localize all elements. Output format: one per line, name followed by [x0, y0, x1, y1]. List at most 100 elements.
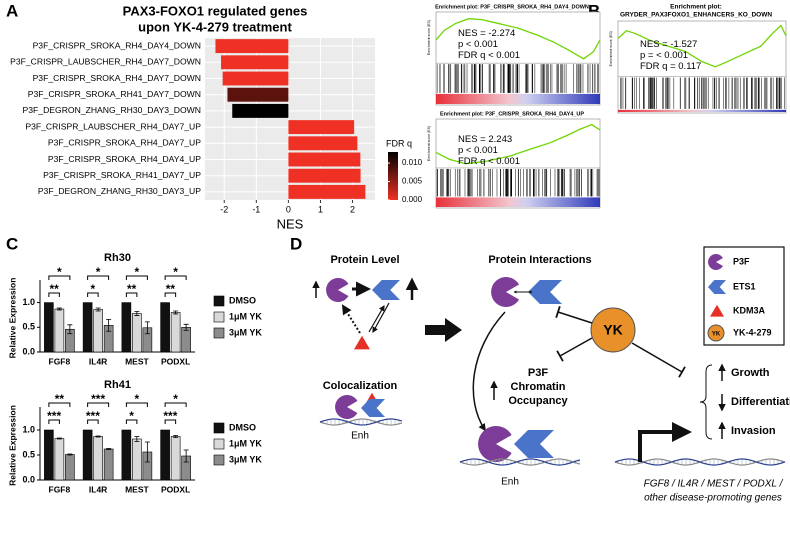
significance-bracket	[125, 419, 138, 424]
y-tick-label: P3F_DEGRON_ZHANG_RH30_DAY3_UP	[38, 186, 201, 196]
x-tick-label: PODXL	[161, 356, 190, 366]
legend-swatch	[213, 438, 225, 450]
bar	[93, 436, 103, 481]
inhibition	[631, 342, 683, 373]
diagram-label: Occupancy	[508, 395, 568, 407]
x-tick-label: MEST	[125, 484, 149, 494]
plot-title: Enrichment plot: P3F_CRISPR_SROKA_RH4_DA…	[440, 111, 584, 117]
significance-bracket	[48, 402, 71, 407]
hit-barcode	[620, 77, 785, 109]
significance-label: *	[57, 265, 62, 279]
y-tick-label: 0.5	[22, 322, 35, 332]
x-tick-label: -2	[220, 204, 228, 214]
legend-swatch	[213, 295, 225, 307]
stat-text: p < 0.001	[458, 39, 498, 50]
dna-strand	[319, 418, 403, 426]
dna-strand	[614, 458, 786, 466]
bar	[82, 302, 93, 353]
y-tick-label: P3F_CRISPR_LAUBSCHER_RH4_DAY7_DOWN	[10, 57, 201, 67]
x-tick-label: 2	[350, 204, 355, 214]
chart-subtitle: upon YK-4-279 treatment	[138, 19, 292, 34]
y-axis-title: Enrichment score (ES)	[427, 20, 431, 55]
significance-bracket	[48, 292, 60, 297]
significance-label: **	[166, 282, 176, 296]
bar	[170, 312, 181, 353]
y-tick-label: 0.0	[22, 346, 35, 356]
significance-label: **	[55, 392, 65, 406]
bar	[160, 429, 170, 481]
bar	[227, 87, 289, 102]
y-tick-label: 1.0	[22, 424, 35, 434]
kdm3a-icon	[710, 304, 724, 317]
stat-text: NES = 2.243	[458, 134, 512, 145]
x-tick-label: IL4R	[89, 484, 107, 494]
legend-label: KDM3A	[733, 305, 766, 315]
error-bar	[56, 307, 62, 311]
p3f-icon	[335, 395, 358, 420]
stat-text: FDR q = 0.117	[640, 61, 701, 72]
hit-barcode	[436, 64, 599, 93]
significance-bracket	[164, 402, 187, 407]
inhibition-bar	[556, 350, 564, 362]
legend-label: 3μM YK	[229, 454, 262, 464]
legend-label: YK-4-279	[733, 327, 772, 337]
y-tick-label: P3F_CRISPR_SROKA_RH41_DAY7_DOWN	[28, 89, 201, 99]
error-bar	[95, 435, 101, 438]
arrow	[368, 304, 385, 333]
significance-bracket	[164, 275, 187, 280]
legend-label: DMSO	[229, 422, 256, 432]
legend-label: 1μM YK	[229, 311, 262, 321]
bar	[54, 438, 65, 481]
y-tick-label: P3F_CRISPR_SROKA_RH4_DAY7_UP	[48, 138, 201, 148]
diagram-label: Chromatin	[511, 381, 566, 393]
diagram-label: other disease-promoting genes	[644, 493, 782, 504]
bar	[288, 184, 366, 199]
panel-label: A	[6, 1, 18, 20]
legend-label: P3F	[733, 256, 750, 266]
error-bar	[67, 324, 73, 335]
ets1-icon	[361, 399, 385, 417]
rank-gradient	[436, 93, 600, 104]
inhibition-bar	[555, 306, 561, 318]
stat-text: NES = -1.527	[640, 39, 697, 50]
dna-strand	[459, 458, 581, 466]
bar	[215, 39, 289, 54]
chart-title: Rh30	[104, 252, 131, 264]
arrow	[341, 304, 361, 334]
y-axis-title: Relative Expression	[7, 405, 17, 486]
error-bar	[183, 323, 189, 331]
x-axis-title: NES	[277, 216, 304, 231]
diagram-label: Differentiation	[731, 396, 790, 408]
panel-label: D	[290, 234, 302, 253]
diagram-label: Protein Level	[330, 254, 399, 266]
y-tick-label: P3F_CRISPR_LAUBSCHER_RH4_DAY7_UP	[25, 121, 201, 131]
ets1-icon	[514, 430, 554, 458]
significance-label: *	[91, 282, 96, 296]
error-bar	[183, 449, 189, 463]
significance-label: *	[135, 392, 140, 406]
legend-swatch	[213, 454, 225, 466]
y-axis-title: Enrichment score (ES)	[427, 126, 431, 161]
error-bar	[144, 321, 150, 335]
flow-arrow	[425, 318, 462, 342]
legend-swatch	[213, 327, 225, 339]
error-bar	[134, 311, 140, 316]
ets1-icon	[528, 280, 562, 304]
legend-title: FDR q	[386, 138, 412, 148]
bar	[288, 120, 355, 135]
legend-label: 3μM YK	[229, 327, 262, 337]
bar	[232, 103, 289, 118]
plot-subtitle: GRYDER_PAX3FOXO1_ENHANCERS_KO_DOWN	[620, 12, 772, 19]
x-tick-label: PODXL	[161, 484, 190, 494]
legend-label: DMSO	[229, 295, 256, 305]
bar	[121, 302, 132, 353]
plot-title: Enrichment plot: P3F_CRISPR_SROKA_RH4_DA…	[435, 4, 589, 10]
error-bar	[106, 448, 112, 450]
bar	[54, 308, 65, 353]
error-bar	[95, 307, 101, 312]
promoter-arrow	[638, 422, 692, 462]
kdm3a-icon	[354, 335, 370, 350]
y-axis-title: Relative Expression	[7, 278, 17, 359]
significance-label: **	[127, 282, 137, 296]
